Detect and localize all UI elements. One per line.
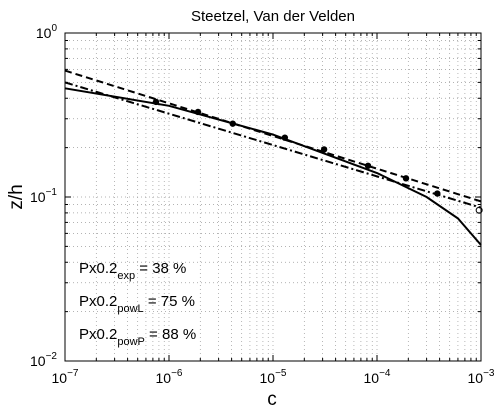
y-tick-label: 10−2 xyxy=(30,351,57,369)
x-tick-label: 10−4 xyxy=(364,368,391,386)
y-axis-label: z/h xyxy=(6,184,27,209)
data-point xyxy=(402,175,410,182)
chart-title: Steetzel, Van der Velden xyxy=(191,8,355,25)
data-point xyxy=(194,108,202,116)
tick-labels: 10−7 10−6 10−5 10−4 10−3 10−2 10−1 100 xyxy=(30,23,495,386)
annotation-text: Px0.2powP = 88 % xyxy=(79,326,196,348)
y-tick-label: 100 xyxy=(36,23,58,41)
data-point xyxy=(364,162,372,169)
x-tick-label: 10−6 xyxy=(156,368,183,386)
grid xyxy=(65,33,481,361)
series-layer xyxy=(64,69,482,246)
x-tick-label: 10−7 xyxy=(52,368,79,386)
points-layer xyxy=(152,98,483,214)
x-tick-label: 10−5 xyxy=(260,368,287,386)
data-point xyxy=(152,98,160,106)
annotations: Px0.2exp = 38 % Px0.2powL = 75 % Px0.2powP… xyxy=(79,260,196,348)
data-point xyxy=(434,190,441,197)
x-axis-label: c xyxy=(267,389,277,410)
data-point xyxy=(281,134,289,141)
series-line-dashed xyxy=(64,69,482,203)
data-point xyxy=(229,120,236,127)
y-tick-label: 10−1 xyxy=(30,187,57,205)
annotation-text: Px0.2powL = 75 % xyxy=(79,293,195,315)
data-point xyxy=(320,146,328,153)
x-tick-label: 10−3 xyxy=(468,368,495,386)
series-line-solid xyxy=(64,87,482,246)
ticks xyxy=(64,33,481,362)
annotation-text: Px0.2exp = 38 % xyxy=(79,260,186,282)
